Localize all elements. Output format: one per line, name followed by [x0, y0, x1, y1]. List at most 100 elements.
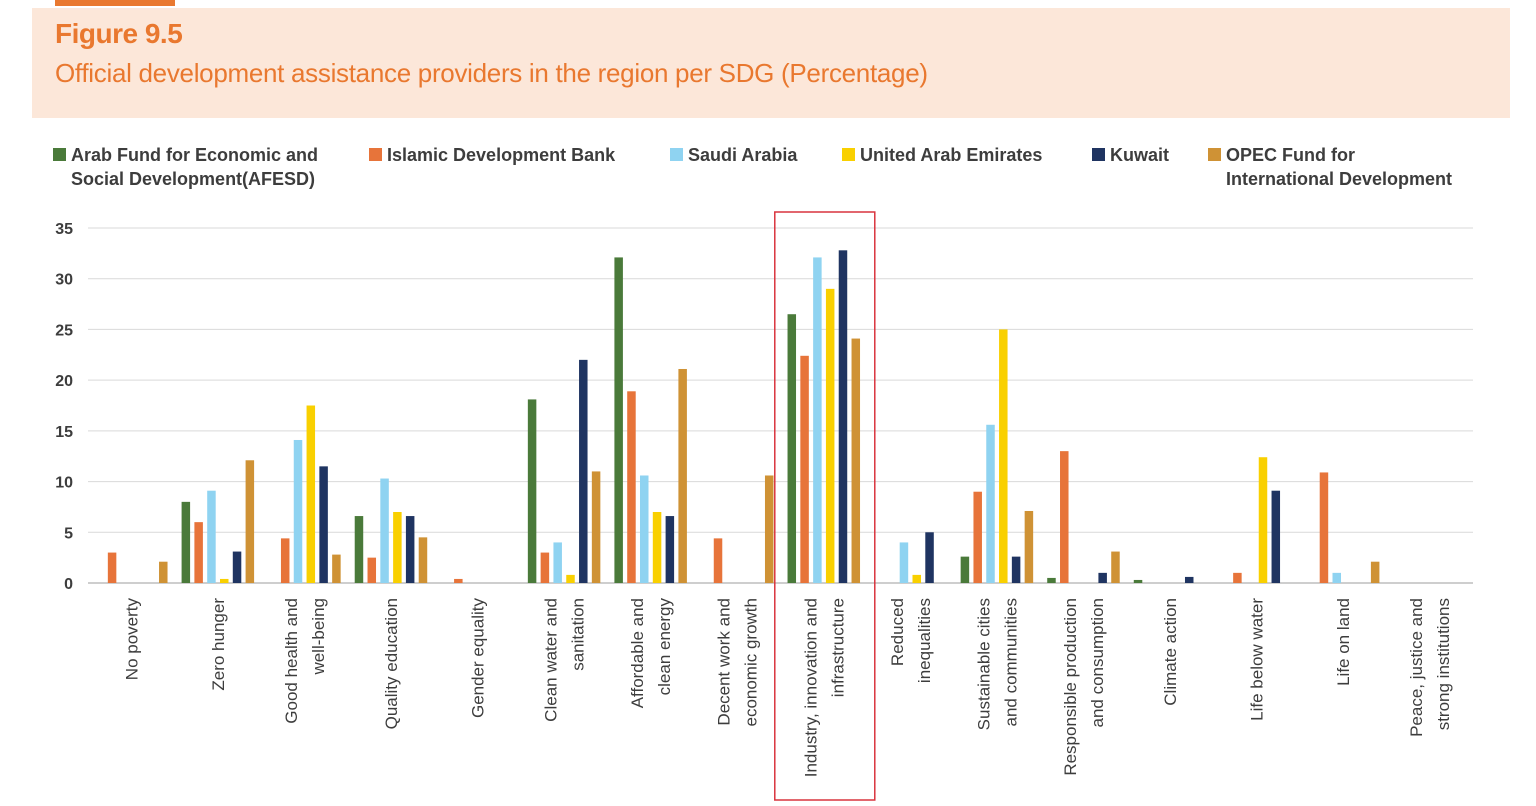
y-tick-label: 5	[64, 525, 73, 542]
bar	[1060, 451, 1069, 583]
bar	[925, 532, 934, 583]
bar	[540, 552, 550, 583]
category-label: sanitation	[569, 598, 588, 671]
category-label: Responsible production	[1061, 598, 1080, 776]
bar	[332, 554, 341, 583]
bar	[1133, 579, 1143, 583]
category-label: strong institutions	[1434, 598, 1453, 730]
bar	[1098, 572, 1107, 583]
figure-label: Figure 9.5	[55, 18, 183, 49]
category-label: Reduced	[888, 598, 907, 666]
legend-swatch	[1208, 148, 1221, 161]
bar	[1047, 577, 1056, 583]
bar	[1184, 576, 1194, 583]
bar	[838, 250, 848, 584]
bar	[1011, 556, 1021, 583]
highlight-box	[774, 211, 876, 801]
bar	[1111, 551, 1120, 583]
bar-chart: 0 5 10 15 20 25 30 35 No poverty Zero hunger Good …	[55, 211, 1473, 801]
bar	[380, 478, 389, 583]
legend-label: OPEC Fund for	[1226, 145, 1355, 165]
bar	[367, 557, 377, 583]
legend-label: Social Development(AFESD)	[71, 169, 316, 189]
bar	[418, 537, 428, 583]
bar	[1258, 457, 1268, 583]
bar	[1332, 572, 1342, 583]
legend-label: International Development	[1226, 169, 1453, 189]
bar	[566, 574, 575, 583]
bar	[293, 439, 303, 583]
legend-swatch	[842, 148, 855, 161]
category-label: well-being	[309, 598, 328, 676]
bar	[232, 551, 242, 583]
category-label: Decent work and	[715, 598, 734, 726]
bar	[960, 556, 970, 583]
category-label: Clean water and	[542, 598, 561, 722]
bar	[245, 460, 255, 583]
legend-swatch	[1092, 148, 1105, 161]
bar	[652, 512, 662, 583]
y-tick-label: 10	[55, 475, 73, 492]
bar	[405, 516, 415, 583]
bar	[181, 501, 191, 583]
bar	[280, 538, 290, 583]
bar	[219, 578, 229, 583]
legend-label: Kuwait	[1110, 145, 1170, 165]
bar	[591, 471, 601, 583]
bar	[851, 338, 861, 583]
category-label: and consumption	[1088, 598, 1107, 727]
legend-label: Saudi Arabia	[688, 145, 798, 165]
category-label: Peace, justice and	[1407, 598, 1426, 737]
bar	[207, 490, 216, 583]
bar	[1271, 490, 1281, 583]
legend-label: Islamic Development Bank	[387, 145, 616, 165]
bar	[1370, 561, 1380, 583]
bar	[800, 355, 809, 583]
bar	[640, 475, 649, 583]
legend-swatch	[53, 148, 66, 161]
category-label: Affordable and	[628, 598, 647, 708]
y-tick-label: 25	[55, 322, 73, 339]
bar	[159, 561, 168, 583]
bar	[354, 516, 364, 583]
figure-title: Official development assistance provider…	[55, 58, 928, 88]
header-accent-bar	[55, 0, 175, 6]
y-tick-label: 30	[55, 272, 73, 289]
legend-swatch	[670, 148, 683, 161]
legend-label: United Arab Emirates	[860, 145, 1043, 165]
bar	[825, 288, 835, 583]
category-label: No poverty	[122, 598, 141, 681]
y-tick-label: 15	[55, 424, 73, 441]
category-label: Zero hunger	[209, 598, 228, 691]
y-tick-label: 0	[64, 576, 73, 593]
bar	[813, 257, 822, 583]
bar	[899, 542, 909, 583]
bar	[764, 475, 774, 583]
bar	[194, 522, 203, 583]
bar	[393, 512, 402, 583]
category-label: Quality education	[382, 598, 401, 729]
bar	[107, 552, 117, 583]
bar	[527, 399, 537, 583]
category-label: and communities	[1001, 598, 1020, 727]
bar	[665, 516, 675, 583]
bar	[1024, 510, 1034, 583]
category-label: Sustainable cities	[974, 598, 993, 730]
category-label: inequalities	[915, 598, 934, 683]
category-label: infrastructure	[828, 598, 847, 697]
category-label: Life below water	[1248, 598, 1267, 721]
bar	[713, 538, 723, 583]
bar	[319, 466, 328, 583]
bar	[627, 391, 636, 583]
figure-header	[32, 8, 1510, 118]
bar	[999, 329, 1008, 583]
bar	[306, 405, 316, 583]
category-label: Good health and	[282, 598, 301, 724]
category-label: Climate action	[1161, 598, 1180, 706]
bar	[986, 424, 995, 583]
bar	[973, 491, 982, 583]
legend-label: Arab Fund for Economic and	[71, 145, 319, 165]
bar	[614, 257, 623, 583]
legend-swatch	[369, 148, 382, 161]
category-label: economic growth	[742, 598, 761, 727]
